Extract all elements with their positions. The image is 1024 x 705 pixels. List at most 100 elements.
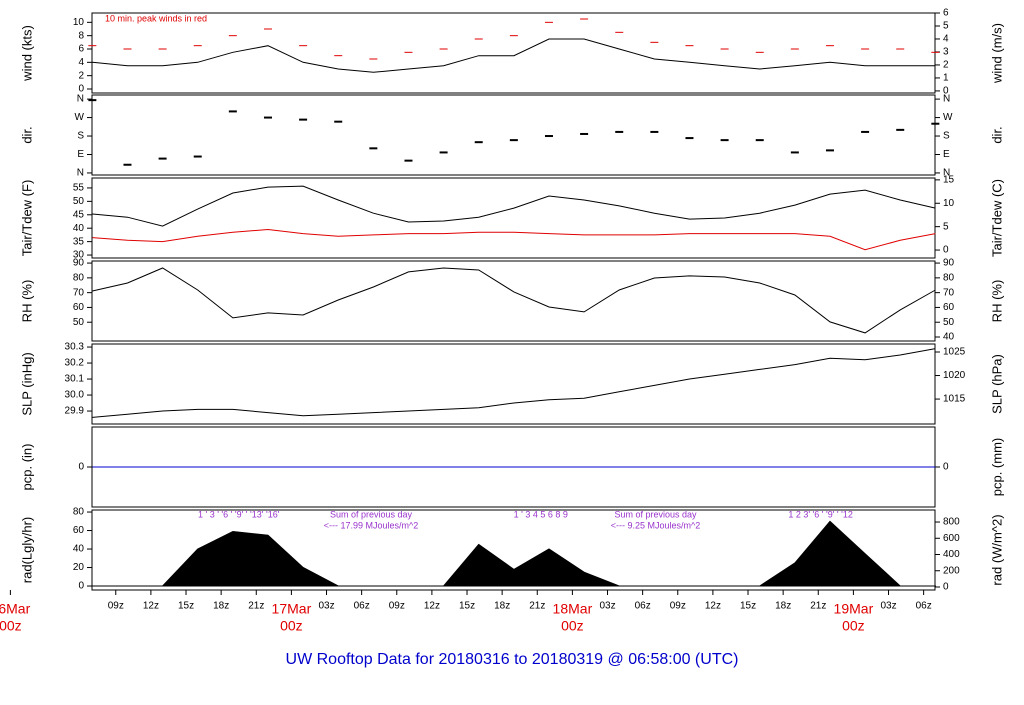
x-tick-label: 09z: [670, 601, 686, 612]
y2-tick-label: 0: [943, 582, 949, 593]
x-tick-label: 21z: [810, 601, 826, 612]
panel-frame: [91, 12, 936, 94]
annotation: 10 min. peak winds in red: [105, 13, 207, 23]
y2-tick-label: N: [943, 168, 950, 179]
y-tick-label: 60: [73, 302, 85, 313]
x-tick-label: 15z: [740, 601, 756, 612]
y-tick-label: 8: [78, 30, 84, 41]
y2-tick-label: 600: [943, 533, 960, 544]
panel-frame: [91, 260, 936, 342]
y2-tick-label: 15: [943, 175, 955, 186]
x-tick-label: 15z: [178, 601, 194, 612]
x-tick-label: 06z: [635, 601, 651, 612]
line: [92, 228, 936, 251]
y-tick-label: 45: [73, 209, 85, 220]
x-tick-label: 12z: [705, 601, 721, 612]
x-tick-label: 06z: [354, 601, 370, 612]
y2-tick-label: 90: [943, 258, 955, 269]
date-label: 17Mar: [272, 601, 312, 617]
y-tick-label: 30.0: [65, 390, 85, 401]
x-tick-label: 12z: [143, 601, 159, 612]
y-tick-label: 2: [78, 70, 84, 81]
y-tick-label: 90: [73, 258, 85, 269]
y-tick-label: 80: [73, 507, 85, 518]
date-hour-label: 00z: [280, 618, 303, 634]
y-tick-label: 80: [73, 272, 85, 283]
y2-tick-label: 70: [943, 287, 955, 298]
y2-tick-label: 2: [943, 60, 949, 71]
date-hour-label: 00z: [561, 618, 584, 634]
y2-tick-label: 4: [943, 34, 949, 45]
date-label: 16Mar: [0, 601, 31, 617]
y-tick-label: 10: [73, 17, 85, 28]
y2-tick-label: 1: [943, 73, 949, 84]
y2-tick-label: E: [943, 149, 950, 160]
annotation: Sum of previous day: [614, 509, 697, 519]
y2-tick-label: 0: [943, 462, 949, 473]
y2-tick-label: N: [943, 94, 950, 105]
y-tick-label: 20: [73, 562, 85, 573]
y-tick-label: S: [77, 131, 84, 142]
y-tick-label: 29.9: [65, 406, 85, 417]
y-axis-label: Tair/Tdew (F): [19, 180, 34, 257]
x-tick-label: 18z: [494, 601, 510, 612]
y2-tick-label: 5: [943, 221, 949, 232]
y-tick-label: E: [77, 149, 84, 160]
y2-axis-label: RH (%): [989, 280, 1004, 323]
date-hour-label: 00z: [0, 618, 22, 634]
y-tick-label: 0: [78, 462, 84, 473]
y2-tick-label: 6: [943, 8, 949, 19]
y-tick-label: 50: [73, 317, 85, 328]
y2-axis-label: rad (W/m^2): [989, 514, 1004, 585]
area: [91, 520, 936, 587]
panel-frame: [91, 509, 936, 591]
y-axis-label: rad(Lgly/hr): [19, 517, 34, 583]
line: [92, 185, 936, 227]
y2-tick-label: 1025: [943, 347, 966, 358]
line: [92, 348, 936, 418]
y-tick-label: 6: [78, 44, 84, 55]
y-tick-label: 30: [73, 250, 85, 261]
y2-tick-label: W: [943, 112, 953, 123]
y-axis-label: SLP (inHg): [19, 352, 34, 415]
y2-tick-label: 800: [943, 517, 960, 528]
x-tick-label: 12z: [424, 601, 440, 612]
x-tick-label: 06z: [916, 601, 932, 612]
y2-tick-label: 1020: [943, 370, 966, 381]
panel-frame: [91, 94, 936, 176]
annotation: 1 ' 3 ' '6 ' '9' ' '13' '16': [198, 509, 280, 519]
y2-axis-label: dir.: [989, 126, 1004, 143]
y-tick-label: 30.2: [65, 358, 85, 369]
y2-tick-label: 400: [943, 549, 960, 560]
x-tick-label: 21z: [248, 601, 264, 612]
y-axis-label: pcp. (in): [19, 444, 34, 491]
y-tick-label: 40: [73, 544, 85, 555]
y2-tick-label: 60: [943, 302, 955, 313]
y2-axis-label: SLP (hPa): [989, 354, 1004, 414]
y2-axis-label: Tair/Tdew (C): [989, 179, 1004, 257]
x-tick-label: 18z: [775, 601, 791, 612]
annotation: 1 ' 3 4 5 6 8 9: [514, 509, 568, 519]
y2-tick-label: S: [943, 131, 950, 142]
panel-frame: [91, 177, 936, 259]
y2-tick-label: 50: [943, 317, 955, 328]
x-tick-label: 09z: [389, 601, 405, 612]
y-tick-label: 70: [73, 287, 85, 298]
annotation: <--- 17.99 MJoules/m^2: [324, 520, 419, 530]
y-tick-label: 40: [73, 223, 85, 234]
y-tick-label: 60: [73, 525, 85, 536]
y2-tick-label: 0: [943, 245, 949, 256]
annotation: Sum of previous day: [330, 509, 413, 519]
y-tick-label: 30.1: [65, 374, 85, 385]
date-label: 18Mar: [553, 601, 593, 617]
y-tick-label: 55: [73, 183, 85, 194]
annotation: <--- 9.25 MJoules/m^2: [611, 520, 701, 530]
y-tick-label: N: [77, 94, 84, 105]
chart-title: UW Rooftop Data for 20180316 to 20180319…: [286, 651, 739, 668]
panel-frame: [91, 343, 936, 425]
line: [92, 38, 936, 73]
y-axis-label: dir.: [19, 126, 34, 143]
y2-tick-label: 80: [943, 272, 955, 283]
